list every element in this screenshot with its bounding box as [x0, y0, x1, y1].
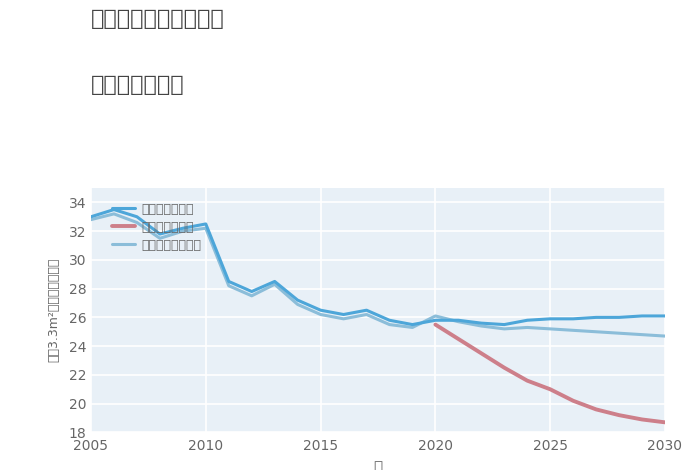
Legend: グッドシナリオ, バッドシナリオ, ノーマルシナリオ: グッドシナリオ, バッドシナリオ, ノーマルシナリオ	[108, 199, 205, 256]
グッドシナリオ	[248, 289, 256, 294]
ノーマルシナリオ	[270, 282, 279, 287]
グッドシナリオ	[523, 317, 531, 323]
グッドシナリオ	[592, 314, 601, 320]
ノーマルシナリオ	[661, 333, 669, 339]
グッドシナリオ	[661, 313, 669, 319]
グッドシナリオ	[316, 307, 325, 313]
ノーマルシナリオ	[454, 319, 463, 324]
ノーマルシナリオ	[133, 219, 141, 225]
ノーマルシナリオ	[408, 325, 416, 330]
グッドシナリオ	[454, 317, 463, 323]
バッドシナリオ	[661, 420, 669, 425]
ノーマルシナリオ	[363, 312, 371, 317]
Text: 土地の価格推移: 土地の価格推移	[91, 75, 185, 95]
ノーマルシナリオ	[431, 313, 440, 319]
バッドシナリオ	[477, 351, 486, 356]
グッドシナリオ	[340, 312, 348, 317]
バッドシナリオ	[615, 412, 623, 418]
グッドシナリオ	[385, 317, 393, 323]
ノーマルシナリオ	[546, 326, 554, 332]
グッドシナリオ	[477, 321, 486, 326]
グッドシナリオ	[500, 322, 508, 328]
ノーマルシナリオ	[615, 330, 623, 336]
グッドシナリオ	[363, 307, 371, 313]
ノーマルシナリオ	[155, 235, 164, 241]
グッドシナリオ	[133, 214, 141, 219]
ノーマルシナリオ	[638, 332, 646, 337]
グッドシナリオ	[293, 298, 302, 303]
ノーマルシナリオ	[592, 329, 601, 335]
バッドシナリオ	[638, 416, 646, 422]
グッドシナリオ	[431, 317, 440, 323]
グッドシナリオ	[87, 214, 95, 219]
ノーマルシナリオ	[87, 217, 95, 222]
ノーマルシナリオ	[500, 326, 508, 332]
グッドシナリオ	[408, 322, 416, 328]
ノーマルシナリオ	[248, 293, 256, 298]
ノーマルシナリオ	[225, 283, 233, 289]
ノーマルシナリオ	[293, 302, 302, 307]
ノーマルシナリオ	[385, 322, 393, 328]
グッドシナリオ	[638, 313, 646, 319]
バッドシナリオ	[454, 336, 463, 342]
グッドシナリオ	[569, 316, 577, 321]
グッドシナリオ	[615, 314, 623, 320]
グッドシナリオ	[546, 316, 554, 321]
バッドシナリオ	[569, 398, 577, 404]
ノーマルシナリオ	[316, 312, 325, 317]
ノーマルシナリオ	[523, 325, 531, 330]
Text: 愛知県西尾市順海町の: 愛知県西尾市順海町の	[91, 9, 225, 30]
Line: ノーマルシナリオ: ノーマルシナリオ	[91, 214, 665, 336]
ノーマルシナリオ	[110, 211, 118, 217]
X-axis label: 年: 年	[373, 460, 383, 470]
グッドシナリオ	[155, 231, 164, 237]
ノーマルシナリオ	[569, 328, 577, 333]
バッドシナリオ	[500, 365, 508, 370]
Line: バッドシナリオ: バッドシナリオ	[435, 325, 665, 423]
グッドシナリオ	[270, 279, 279, 284]
ノーマルシナリオ	[178, 228, 187, 234]
バッドシナリオ	[523, 378, 531, 384]
ノーマルシナリオ	[340, 316, 348, 321]
グッドシナリオ	[110, 207, 118, 212]
ノーマルシナリオ	[202, 226, 210, 231]
バッドシナリオ	[546, 386, 554, 392]
グッドシナリオ	[178, 226, 187, 231]
グッドシナリオ	[202, 221, 210, 227]
バッドシナリオ	[431, 322, 440, 328]
Y-axis label: 坪（3.3m²）単価（万円）: 坪（3.3m²）単価（万円）	[47, 258, 60, 362]
バッドシナリオ	[592, 407, 601, 412]
グッドシナリオ	[225, 279, 233, 284]
Line: グッドシナリオ: グッドシナリオ	[91, 210, 665, 325]
ノーマルシナリオ	[477, 323, 486, 329]
